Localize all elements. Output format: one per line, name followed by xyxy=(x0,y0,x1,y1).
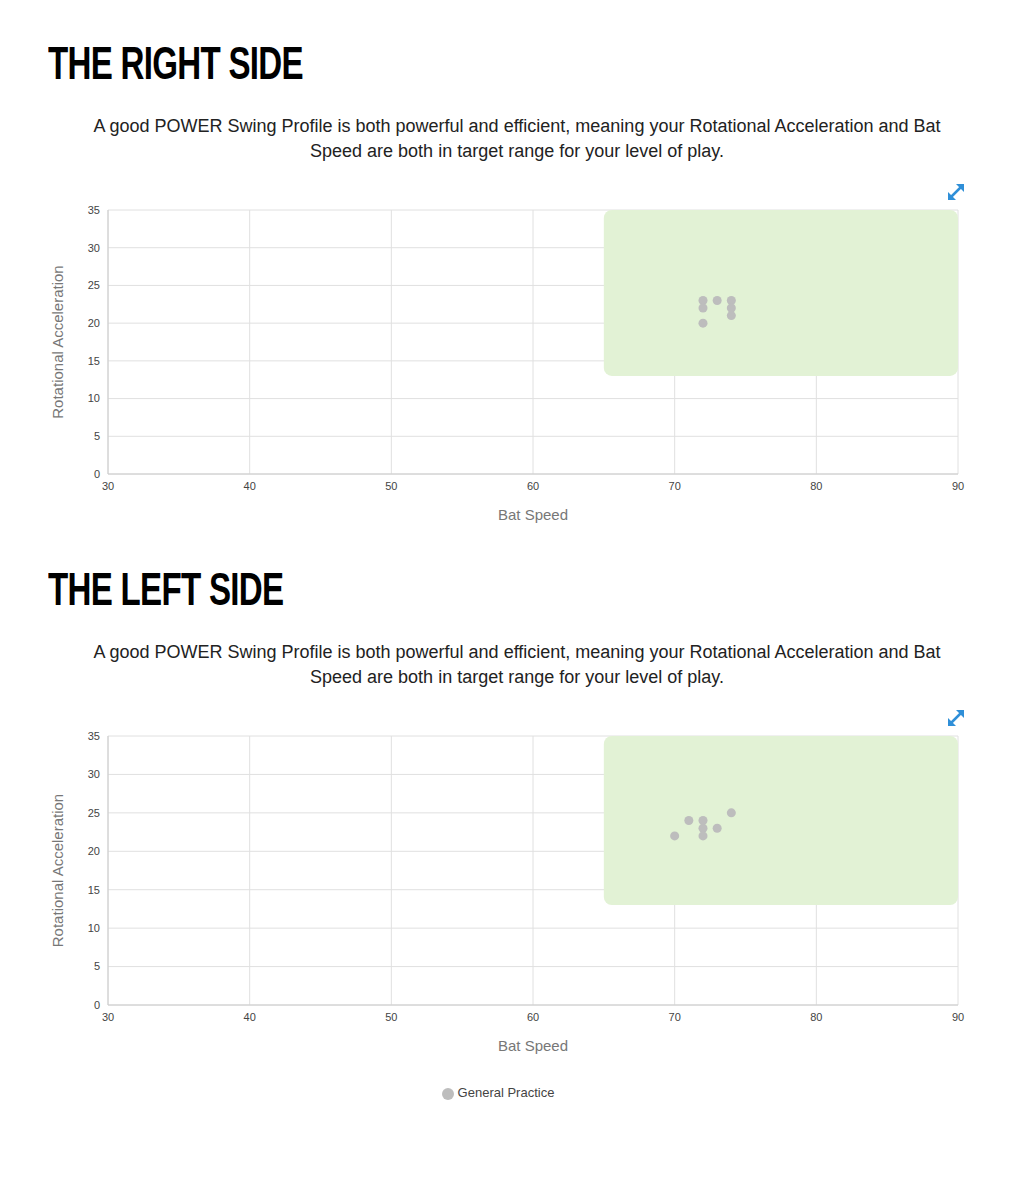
svg-text:30: 30 xyxy=(88,242,100,254)
svg-text:15: 15 xyxy=(88,884,100,896)
svg-text:60: 60 xyxy=(527,480,539,492)
svg-text:10: 10 xyxy=(88,922,100,934)
html-text:General Practice: General Practice xyxy=(457,1085,555,1100)
svg-text:20: 20 xyxy=(88,845,100,857)
svg-text:5: 5 xyxy=(94,430,100,442)
svg-text:90: 90 xyxy=(952,480,964,492)
svg-text:Rotational Acceleration: Rotational Acceleration xyxy=(49,265,66,418)
svg-text:30: 30 xyxy=(88,768,100,780)
svg-text:40: 40 xyxy=(244,1011,256,1023)
svg-text:0: 0 xyxy=(94,999,100,1011)
html-text:A good POWER Swing Profile is: A good POWER Swing Profile is both power… xyxy=(93,116,941,161)
svg-text:50: 50 xyxy=(385,1011,397,1023)
svg-text:60: 60 xyxy=(527,1011,539,1023)
svg-text:5: 5 xyxy=(94,960,100,972)
html-text:A good POWER Swing Profile is: A good POWER Swing Profile is both power… xyxy=(93,642,941,687)
svg-text:90: 90 xyxy=(952,1011,964,1023)
svg-text:25: 25 xyxy=(88,279,100,291)
svg-text:Bat Speed: Bat Speed xyxy=(498,1037,568,1054)
svg-text:35: 35 xyxy=(88,730,100,742)
svg-text:70: 70 xyxy=(669,480,681,492)
svg-text:Bat Speed: Bat Speed xyxy=(498,506,568,523)
svg-text:20: 20 xyxy=(88,317,100,329)
html-text:THE RIGHT SIDE: THE RIGHT SIDE xyxy=(48,37,303,89)
svg-text:30: 30 xyxy=(102,1011,114,1023)
svg-text:10: 10 xyxy=(88,392,100,404)
svg-text:25: 25 xyxy=(88,807,100,819)
svg-text:40: 40 xyxy=(244,480,256,492)
html-text:THE LEFT SIDE: THE LEFT SIDE xyxy=(48,563,284,615)
svg-text:35: 35 xyxy=(88,204,100,216)
svg-text:15: 15 xyxy=(88,355,100,367)
svg-text:80: 80 xyxy=(810,480,822,492)
svg-text:Rotational Acceleration: Rotational Acceleration xyxy=(49,794,66,947)
svg-text:80: 80 xyxy=(810,1011,822,1023)
svg-text:0: 0 xyxy=(94,468,100,480)
svg-text:70: 70 xyxy=(669,1011,681,1023)
svg-text:30: 30 xyxy=(102,480,114,492)
svg-text:50: 50 xyxy=(385,480,397,492)
